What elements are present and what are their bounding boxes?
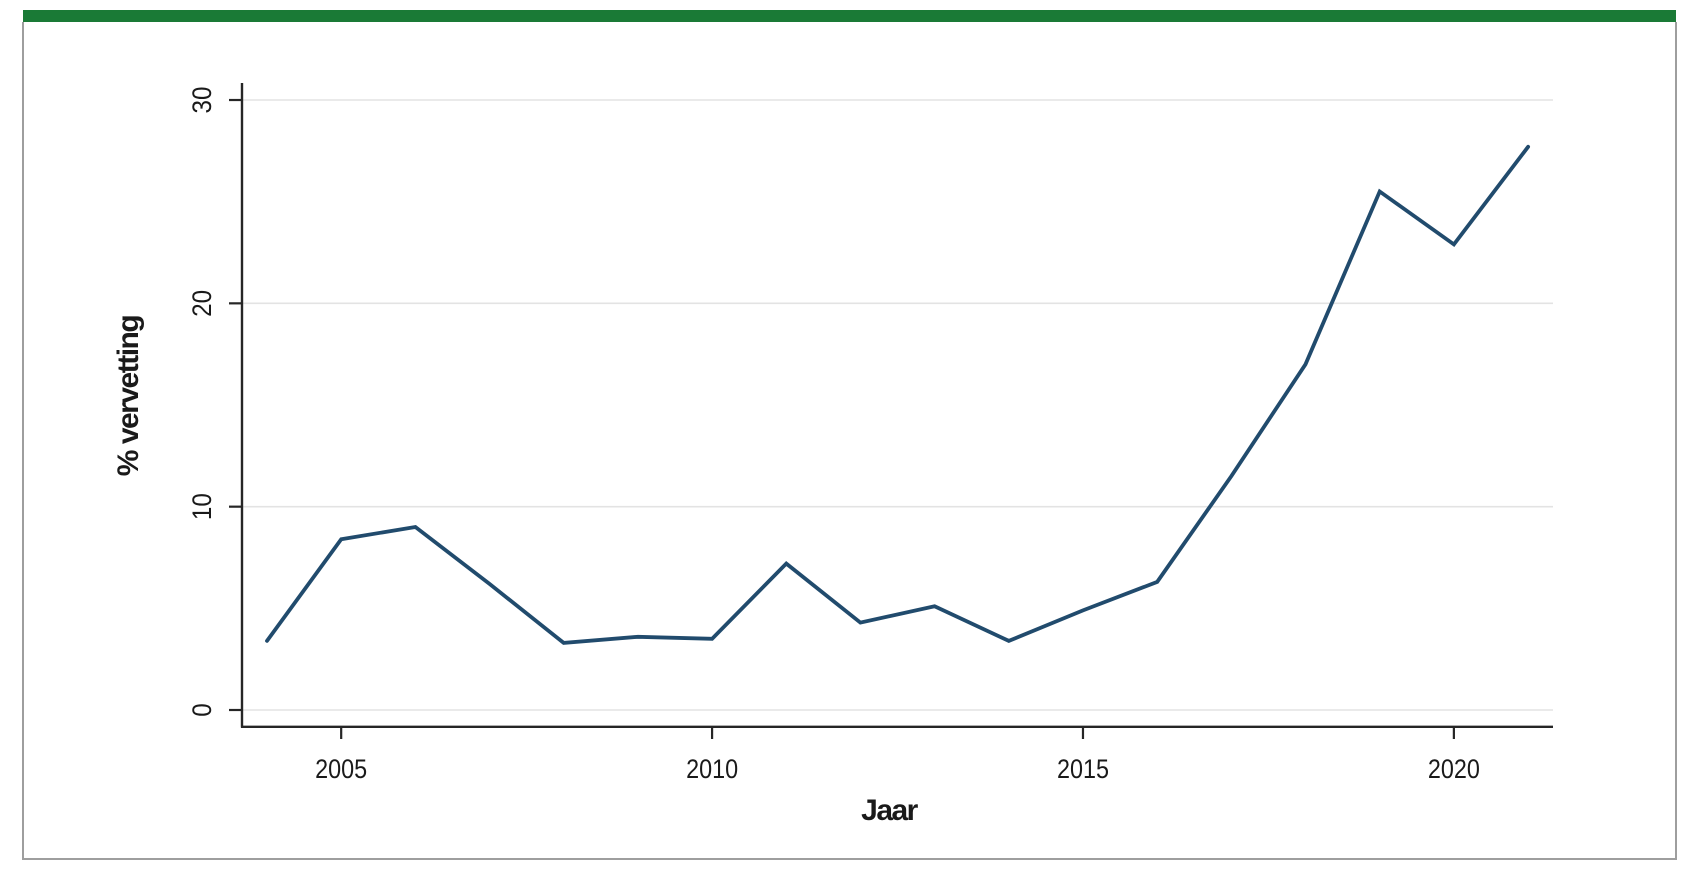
y-tick-label: 20 xyxy=(187,290,217,317)
top-accent-bar xyxy=(23,10,1676,23)
x-tick-label: 2005 xyxy=(315,754,367,784)
x-tick-label: 2010 xyxy=(686,754,738,784)
x-tick-label: 2020 xyxy=(1428,754,1480,784)
data-line xyxy=(265,144,1530,645)
y-tick-label: 10 xyxy=(187,493,217,520)
x-axis-title: Jaar xyxy=(861,794,918,827)
y-tick-label: 0 xyxy=(187,703,217,717)
y-axis-title: % vervetting xyxy=(112,315,145,477)
chart-frame xyxy=(22,22,1677,860)
x-tick-label: 2015 xyxy=(1057,754,1109,784)
y-tick-label: 30 xyxy=(187,87,217,114)
